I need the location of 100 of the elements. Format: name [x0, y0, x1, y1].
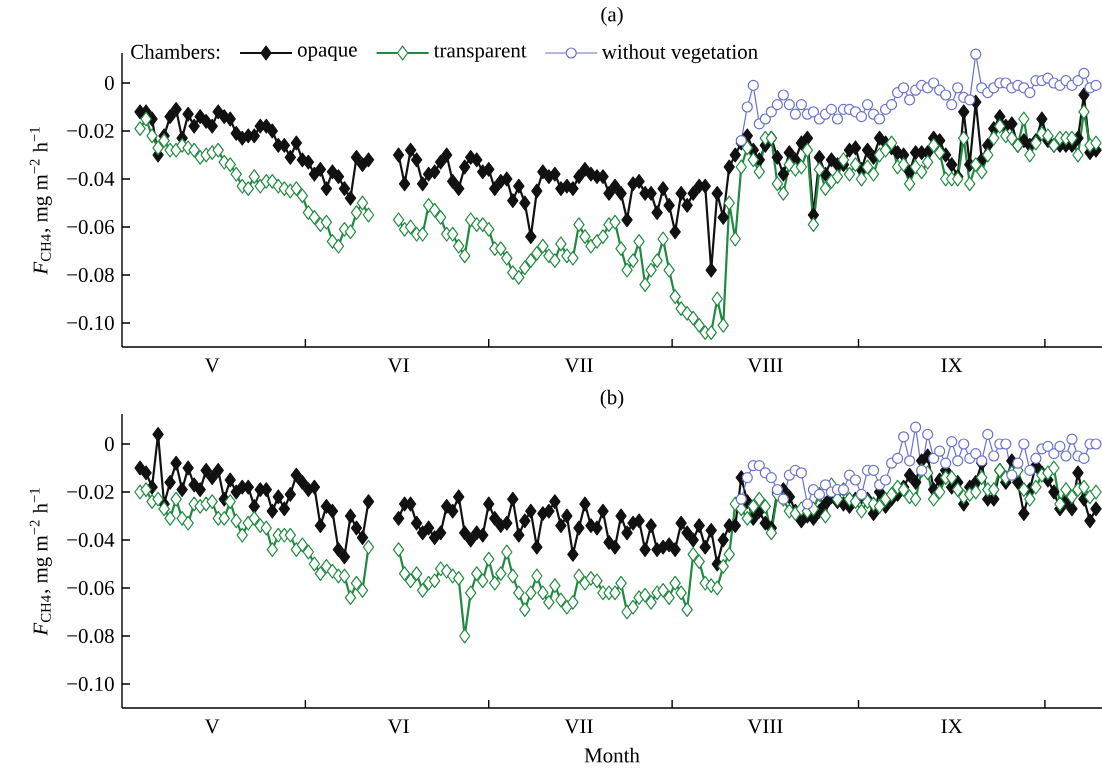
point: [964, 94, 976, 106]
x-tick-label: VI: [387, 719, 409, 734]
point: [946, 435, 958, 448]
point: [867, 464, 880, 476]
x-tick-label: VIII: [747, 719, 783, 734]
point: [904, 455, 916, 467]
point: [1060, 450, 1072, 462]
point: [795, 467, 807, 479]
point: [795, 98, 807, 111]
point: [741, 471, 753, 484]
point: [747, 79, 759, 91]
point: [771, 483, 783, 496]
point: [1024, 86, 1036, 99]
point: [904, 94, 916, 106]
point: [825, 103, 838, 115]
point: [741, 101, 753, 113]
point: [891, 452, 904, 464]
x-tick-label: V: [204, 358, 220, 373]
x-axis-title: Month: [584, 747, 640, 763]
x-tick-label: VII: [564, 719, 593, 734]
point: [807, 106, 820, 118]
legend-label: opaque: [297, 46, 357, 61]
y-tick-label: −0.04: [67, 171, 115, 187]
point: [1042, 440, 1054, 452]
point: [735, 134, 747, 147]
point: [1030, 452, 1042, 464]
x-tick-label: VII: [564, 358, 593, 373]
point: [922, 428, 934, 440]
x-tick-label: IX: [941, 719, 963, 734]
point: [1066, 433, 1078, 445]
point: [855, 110, 868, 123]
point: [910, 421, 922, 433]
point: [952, 455, 964, 467]
point: [958, 438, 970, 450]
y-tick-label: −0.02: [67, 123, 114, 139]
legend-label: transparent: [433, 45, 527, 62]
point: [873, 113, 886, 125]
point: [861, 98, 874, 111]
point: [982, 428, 994, 440]
x-tick-label: VI: [387, 358, 409, 373]
point: [879, 474, 892, 486]
point: [1072, 74, 1084, 87]
point: [1024, 464, 1036, 476]
point: [952, 82, 964, 94]
y-tick-label: −0.04: [67, 532, 115, 548]
point: [970, 48, 982, 60]
point: [1078, 67, 1090, 79]
x-tick-label: V: [204, 719, 220, 734]
point: [976, 455, 988, 467]
legend-label: without vegetation: [601, 44, 758, 64]
point: [928, 77, 940, 89]
y-tick-label: 0: [104, 436, 114, 452]
point: [789, 108, 801, 120]
legend-title: Chambers:: [131, 44, 220, 59]
point: [771, 98, 783, 111]
point: [753, 459, 765, 472]
point: [970, 447, 982, 460]
point: [898, 431, 910, 443]
chart-title: (a): [601, 6, 623, 26]
y-tick-label: 0: [104, 75, 114, 91]
point: [1054, 440, 1066, 452]
point: [1090, 438, 1102, 450]
y-tick-label: −0.06: [67, 219, 115, 235]
point: [735, 493, 747, 505]
point: [819, 479, 832, 491]
y-tick-label: −0.10: [67, 315, 114, 331]
point: [1078, 452, 1090, 464]
chart-title: (b): [600, 389, 624, 409]
point: [855, 488, 868, 500]
point: [940, 457, 952, 469]
y-tick-label: −0.08: [67, 267, 114, 283]
point: [801, 498, 814, 510]
point: [1012, 457, 1024, 469]
y-axis-title: F$_{CH4}$, mg m$^{−2}$ h$^{−1}$: [29, 127, 52, 275]
point: [1018, 438, 1030, 450]
y-tick-label: −0.02: [67, 484, 114, 500]
point: [946, 98, 958, 111]
point: [783, 98, 795, 111]
point: [885, 98, 898, 111]
point: [898, 82, 910, 94]
point: [759, 113, 771, 125]
point: [940, 89, 952, 101]
point: [988, 450, 1000, 462]
point: [1090, 79, 1102, 91]
point: [777, 89, 789, 101]
x-tick-label: VIII: [747, 358, 783, 373]
point: [765, 106, 777, 118]
y-tick-label: −0.08: [67, 628, 114, 644]
point: [849, 474, 862, 486]
x-tick-label: IX: [941, 358, 963, 373]
point: [831, 113, 844, 125]
y-tick-label: −0.10: [67, 676, 114, 692]
point: [928, 452, 940, 464]
point: [1000, 438, 1012, 450]
y-tick-label: −0.06: [67, 580, 115, 596]
y-axis-title: F$_{CH4}$, mg m$^{−2}$ h$^{−1}$: [29, 488, 52, 636]
point: [765, 471, 777, 484]
point: [934, 445, 946, 457]
point: [1006, 469, 1018, 481]
point: [1048, 447, 1060, 460]
